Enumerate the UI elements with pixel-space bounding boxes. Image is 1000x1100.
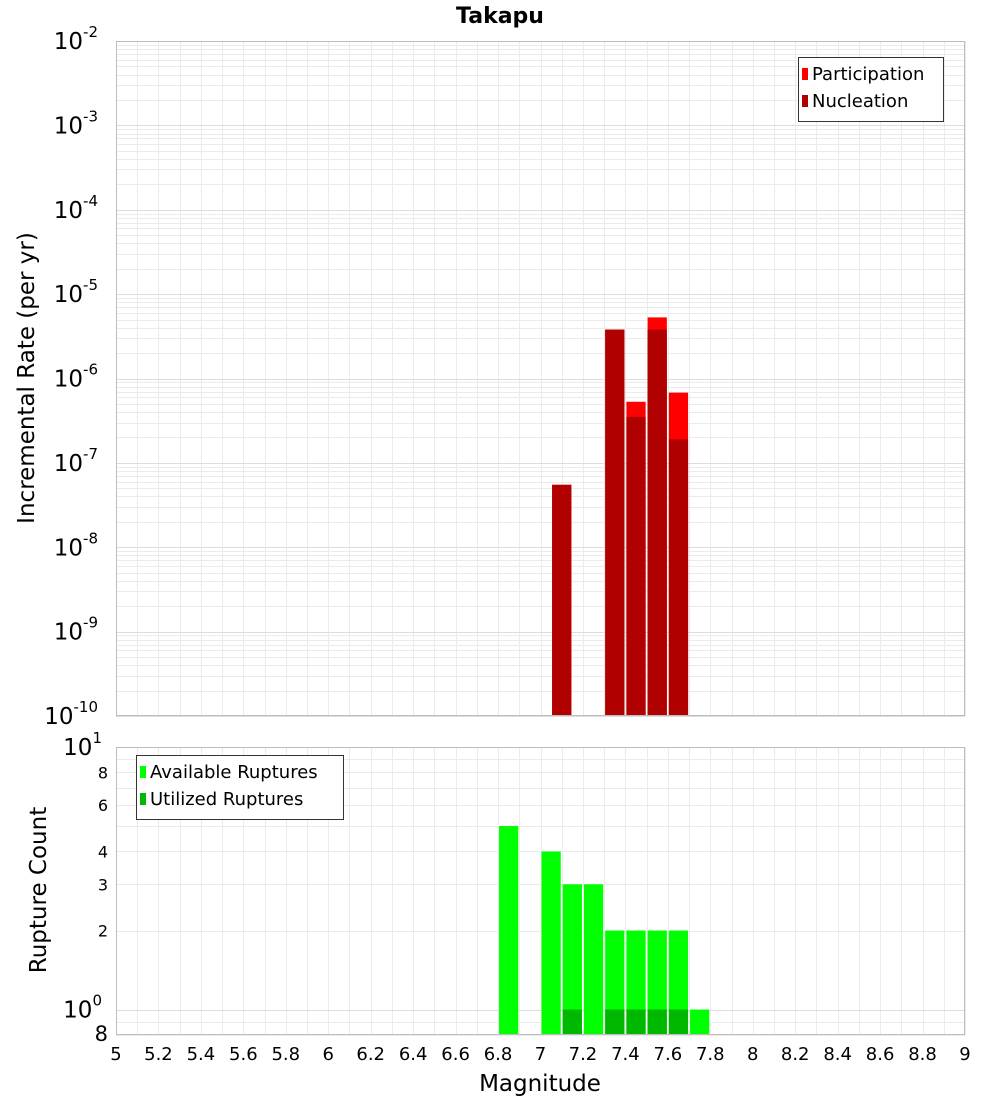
bar [647,1009,667,1035]
plot-border [116,747,965,1035]
x-axis-label: Magnitude [479,1071,601,1097]
x-tick-label: 7.2 [569,1044,598,1065]
y-tick-label: 10-5 [54,276,98,308]
legend: Participation Nucleation [798,57,944,122]
bar [690,1009,710,1035]
y-tick-labels: 10-2 10-3 10-4 10-5 10-6 10-7 10-8 10-9 10-10 [44,23,98,730]
y-tick-label: 10-3 [54,107,98,139]
bar [605,1009,625,1035]
legend-box [798,57,944,122]
x-tick-label: 6.4 [399,1044,428,1065]
y-tick-label: 10-9 [54,614,98,646]
y-tick-label: 100 [63,992,102,1024]
bar [562,1009,582,1035]
y-axis-label: Rupture Count [26,807,52,973]
legend-label: Nucleation [812,91,908,112]
series-secondary [562,1009,689,1035]
x-tick-label: 6.2 [356,1044,385,1065]
bar [605,930,625,1035]
gridlines [116,41,966,717]
y-tick-label: 8 [98,763,108,782]
x-tick-label: 9 [959,1044,970,1065]
bar [562,884,582,1035]
bar [626,416,646,716]
x-tick-label: 6 [323,1044,334,1065]
y-tick-label: 10-4 [54,192,98,224]
x-tick-label: 7.6 [654,1044,683,1065]
legend-swatch [802,95,808,107]
y-tick-label: 4 [98,842,108,861]
x-tick-label: 6.8 [484,1044,513,1065]
legend-label: Participation [812,64,924,85]
y-tick-label: 10-2 [54,23,98,55]
x-tick-label: 8 [747,1044,758,1065]
x-axis: 5 5.2 5.4 5.6 5.8 6 6.2 6.4 6.6 6.8 7 7.2 7.4 7.6 7.8 8… [110,1044,970,1065]
x-tick-label: 8.2 [781,1044,810,1065]
x-tick-label: 5 [110,1044,121,1065]
y-tick-label: 6 [98,796,108,815]
y-axis-label: Incremental Rate (per yr) [14,232,40,524]
y-tick-label: 10-6 [54,361,98,393]
bar [583,884,604,1035]
x-tick-label: 6.6 [441,1044,470,1065]
bar [647,930,667,1035]
legend-box [136,755,344,820]
bar [668,930,689,1035]
bar [499,826,519,1035]
bar [668,1009,689,1035]
bar [626,930,646,1035]
y-tick-label: 101 [63,729,102,761]
x-tick-label: 8.4 [823,1044,852,1065]
x-tick-label: 5.2 [144,1044,173,1065]
y-tick-label: 10-10 [44,698,98,730]
x-tick-label: 5.4 [187,1044,216,1065]
bar [605,329,625,716]
y-tick-label: 3 [98,875,108,894]
y-tick-label: 8 [95,1022,108,1046]
x-tick-label: 7 [535,1044,546,1065]
rate-panel: 10-2 10-3 10-4 10-5 10-6 10-7 10-8 10-9 10-10 Inc… [14,23,966,730]
legend-swatch [140,793,146,805]
bar [647,329,667,716]
y-tick-label: 2 [98,922,108,941]
bar [541,851,561,1035]
chart-title: Takapu [456,4,544,29]
legend-label: Available Ruptures [150,762,318,783]
y-tick-label: 10-7 [54,445,98,477]
legend-swatch [140,766,146,778]
plot-border [116,41,965,716]
x-tick-label: 5.6 [229,1044,258,1065]
y-tick-label: 10-8 [54,529,98,561]
x-tick-label: 7.4 [611,1044,640,1065]
bar [626,1009,646,1035]
legend: Available Ruptures Utilized Ruptures [136,755,344,820]
series-secondary [552,329,689,716]
series-primary [499,826,710,1035]
x-tick-label: 7.8 [696,1044,725,1065]
x-tick-label: 5.8 [271,1044,300,1065]
legend-swatch [802,68,808,80]
bar [668,439,689,716]
plot-area [116,41,965,716]
x-tick-label: 8.6 [866,1044,895,1065]
x-tick-label: 8.8 [908,1044,937,1065]
legend-label: Utilized Ruptures [150,789,303,810]
bar [552,484,572,716]
